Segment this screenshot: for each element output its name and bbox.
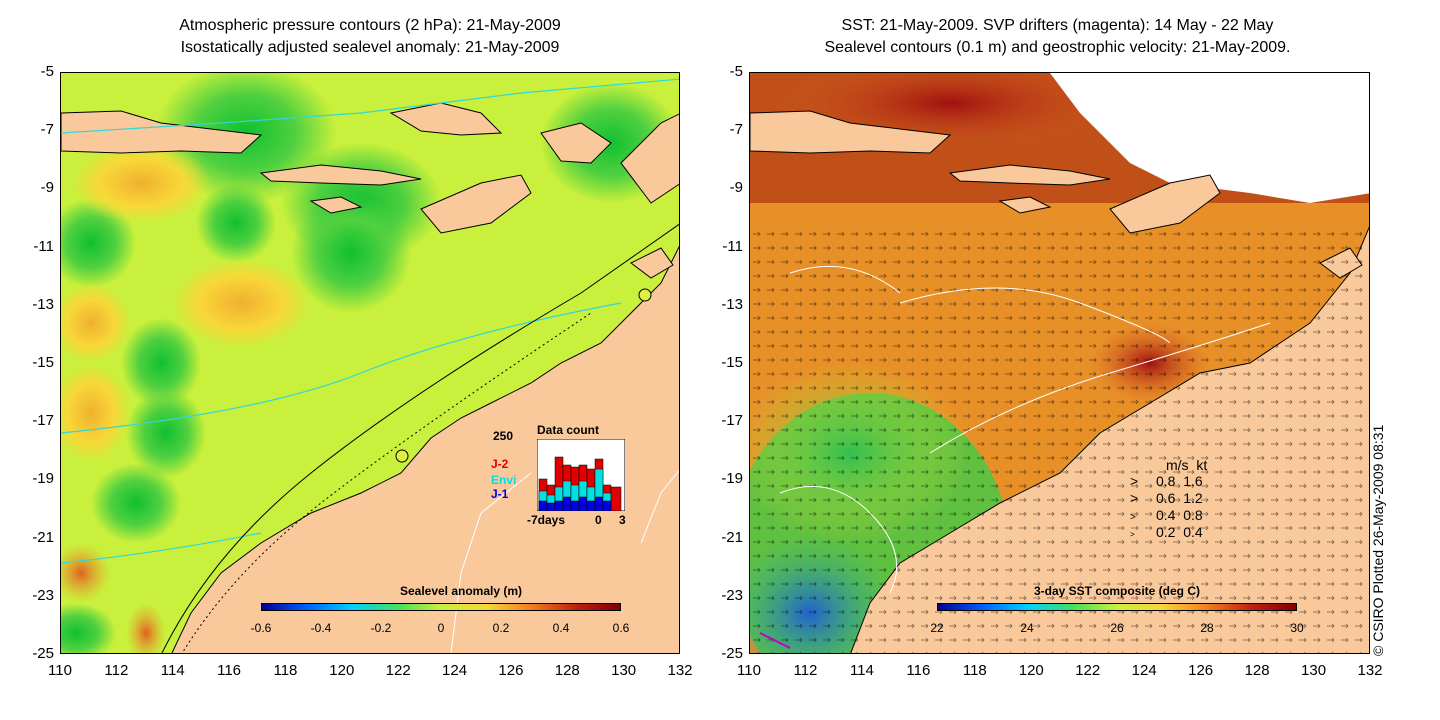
right-x-tick: 114: [849, 662, 874, 679]
sst-colorbar-label: 28: [1200, 621, 1214, 635]
velocity-legend-row: >0.6 1.2: [1130, 490, 1203, 506]
velocity-legend-ms: 0.4: [1156, 507, 1176, 523]
right-y-tick: -21: [721, 528, 743, 546]
arrow-tiny-icon: >: [1130, 530, 1135, 539]
velocity-legend-kt: 0.4: [1183, 524, 1203, 540]
inset-xlabel-start: -7days: [527, 513, 566, 527]
sst-colorbar-label: 22: [930, 621, 944, 635]
sst-colorbar-label: 26: [1110, 621, 1124, 635]
left-x-tick: 124: [442, 662, 468, 679]
sla-colorbar-label: 0: [437, 621, 445, 635]
left-y-tick: -7: [40, 121, 54, 139]
left-x-tick: 116: [217, 662, 242, 679]
velocity-legend-ms: 0.6: [1156, 490, 1176, 506]
inset-bar-chart: [537, 439, 625, 511]
right-x-tick: 126: [1188, 662, 1214, 679]
right-x-tick: 122: [1075, 662, 1101, 679]
right-y-tick: -19: [721, 470, 743, 488]
left-y-tick: -23: [32, 586, 54, 604]
right-y-tick: -23: [721, 586, 743, 604]
left-title-line1: Atmospheric pressure contours (2 hPa): 2…: [179, 17, 561, 34]
velocity-legend-kt: 1.2: [1183, 490, 1203, 506]
right-x-tick: 132: [1357, 662, 1383, 679]
right-x-tick: 120: [1018, 662, 1044, 679]
arrow-large-icon: >: [1130, 473, 1139, 489]
right-y-tick: -11: [722, 237, 743, 255]
right-x-tick: 116: [906, 662, 931, 679]
sst-map-graphic: [750, 73, 1369, 653]
sla-colorbar-title: Sealevel anomaly (m): [399, 584, 523, 598]
right-x-tick: 118: [962, 662, 987, 679]
sla-colorbar: [261, 603, 621, 611]
left-x-tick: 114: [160, 662, 185, 679]
arrow-medium-icon: >: [1130, 490, 1139, 506]
right-title-line2: Sealevel contours (0.1 m) and geostrophi…: [824, 39, 1291, 56]
left-y-tick: -19: [32, 470, 54, 488]
sla-colorbar-label: 0.2: [492, 621, 510, 635]
left-x-tick: 130: [611, 662, 637, 679]
sst-colorbar-label: 24: [1020, 621, 1034, 635]
left-y-tick: -11: [33, 237, 54, 255]
right-y-tick: -17: [721, 412, 743, 430]
left-y-tick: -15: [32, 354, 54, 371]
right-y-tick: -15: [721, 354, 743, 371]
right-x-tick: 110: [737, 662, 761, 679]
right-x-tick: 130: [1301, 662, 1327, 679]
left-x-tick: 120: [329, 662, 355, 679]
right-x-tick: 124: [1131, 662, 1157, 679]
sst-colorbar-title: 3-day SST composite (deg C): [1033, 584, 1201, 598]
velocity-legend-kt: 0.8: [1183, 507, 1203, 523]
sst-colorbar: [937, 603, 1297, 611]
left-y-tick: -17: [32, 412, 54, 430]
velocity-legend-row: >0.8 1.6: [1130, 473, 1203, 489]
sla-colorbar-label: 0.6: [612, 621, 630, 635]
left-x-tick: 128: [554, 662, 580, 679]
right-x-tick: 112: [793, 662, 818, 679]
sealevel-anomaly-map[interactable]: 250 Data count J-2 Envi J-1 -7days 0: [60, 72, 680, 654]
velocity-legend-ms: 0.8: [1156, 473, 1176, 489]
sla-colorbar-label: -0.2: [370, 621, 392, 635]
left-x-tick: 110: [48, 662, 72, 679]
right-title-line1: SST: 21-May-2009. SVP drifters (magenta)…: [841, 17, 1274, 34]
right-x-tick: 128: [1244, 662, 1270, 679]
left-x-tick: 126: [498, 662, 524, 679]
left-title-line2: Isostatically adjusted sealevel anomaly:…: [180, 39, 560, 56]
sla-colorbar-label: -0.6: [250, 621, 272, 635]
left-y-tick: -9: [40, 179, 54, 197]
left-y-tick: -13: [32, 295, 54, 313]
plot-credit: © CSIRO Plotted 26-May-2009 08:31: [1370, 424, 1386, 656]
right-y-tick: -9: [729, 179, 743, 197]
right-y-tick: -5: [729, 63, 743, 80]
sla-colorbar-label: 0.4: [552, 621, 570, 635]
velocity-legend-unit-ms: m/s: [1166, 457, 1189, 473]
sealevel-anomaly-map-graphic: [61, 73, 679, 653]
inset-legend-j1: J-1: [491, 487, 509, 501]
left-y-tick: -21: [32, 528, 54, 546]
left-y-tick: -5: [40, 63, 54, 80]
inset-ymax-label: 250: [493, 429, 514, 443]
left-y-tick: -25: [32, 645, 54, 662]
inset-title: Data count: [537, 423, 600, 437]
left-x-tick: 132: [667, 662, 693, 679]
right-y-tick: -25: [721, 645, 743, 662]
sst-map[interactable]: m/s kt >0.8 1.6 >0.6 1.2 >0.4 0.8 >0.2 0…: [749, 72, 1370, 654]
velocity-legend-ms: 0.2: [1156, 524, 1176, 540]
arrow-small-icon: >: [1130, 512, 1136, 523]
right-y-tick: -13: [721, 295, 743, 313]
inset-legend-envi: Envi: [491, 473, 517, 487]
velocity-legend-header: m/s kt: [1166, 457, 1207, 473]
velocity-legend-kt: 1.6: [1183, 473, 1203, 489]
left-x-tick: 122: [385, 662, 411, 679]
right-y-tick: -7: [729, 121, 743, 139]
left-x-tick: 112: [104, 662, 129, 679]
inset-legend-j2: J-2: [491, 457, 509, 471]
velocity-legend-unit-kt: kt: [1196, 457, 1208, 473]
sla-colorbar-label: -0.4: [310, 621, 332, 635]
sst-colorbar-label: 30: [1290, 621, 1304, 635]
inset-xlabel-zero: 0: [595, 513, 602, 527]
inset-xlabel-end: 3: [619, 513, 626, 527]
left-x-tick: 118: [273, 662, 298, 679]
velocity-legend-row: >0.2 0.4: [1130, 524, 1203, 540]
velocity-legend-row: >0.4 0.8: [1130, 507, 1203, 523]
